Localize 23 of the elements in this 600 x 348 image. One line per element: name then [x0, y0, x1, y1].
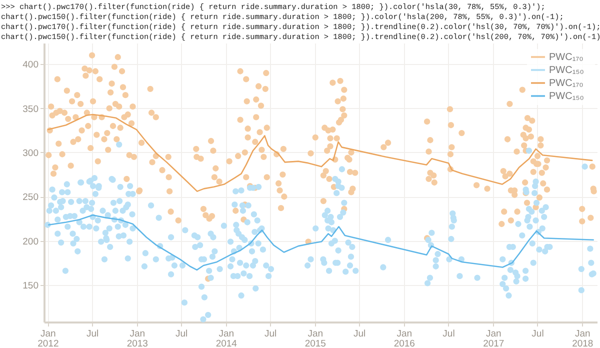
x-tick-label: Jul	[353, 328, 366, 340]
x-tick-label: Jan 2014	[216, 328, 237, 348]
y-tick-label: 150	[22, 280, 38, 292]
y-tick-label: 300	[22, 148, 38, 159]
x-tick-label: Jan 2012	[38, 328, 59, 348]
x-tick-label: Jul	[175, 328, 188, 340]
x-tick-label: Jul	[264, 328, 277, 340]
legend-label: PWC₁₇₀	[549, 78, 584, 89]
x-tick-label: Jul	[86, 328, 99, 340]
x-tick-label: Jan 2017	[483, 328, 504, 348]
legend-label: PWC₁₇₀	[549, 52, 584, 63]
y-tick-label: 400	[22, 60, 38, 71]
x-tick-label: Jul	[532, 328, 544, 340]
y-tick-label: 200	[22, 236, 38, 248]
x-tick-label: Jan 2013	[126, 328, 148, 348]
y-tick-label: 250	[22, 192, 38, 204]
y-tick-label: 350	[22, 104, 38, 115]
x-tick-label: Jul	[442, 328, 455, 340]
x-tick-label: Jan 2018	[572, 328, 594, 348]
x-tick-label: Jan 2016	[394, 328, 415, 348]
legend-label: PWC₁₅₀	[549, 65, 584, 76]
legend-label: PWC₁₅₀	[549, 91, 584, 102]
x-tick-label: Jan 2015	[304, 328, 326, 348]
